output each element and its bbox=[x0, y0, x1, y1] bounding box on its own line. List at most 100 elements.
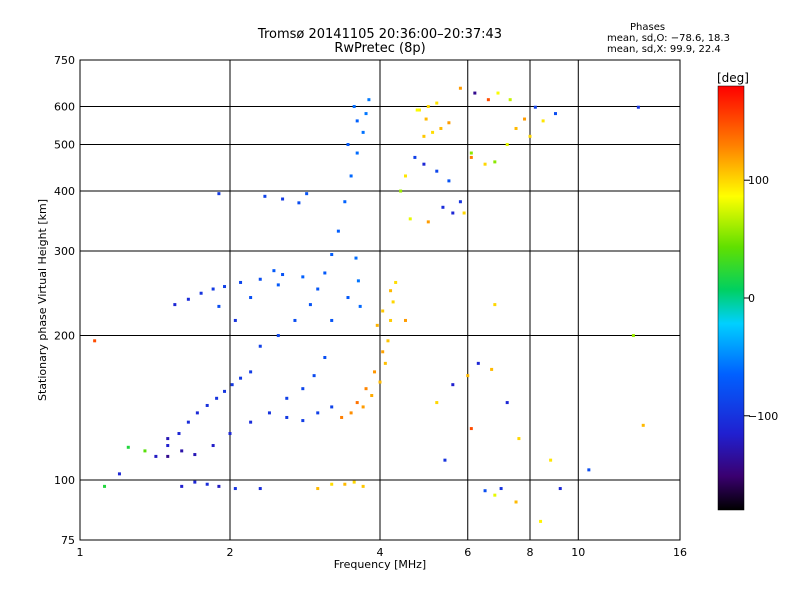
echo-point bbox=[403, 318, 407, 322]
echo-point bbox=[223, 389, 227, 393]
echo-point bbox=[528, 134, 532, 138]
echo-point bbox=[447, 121, 451, 125]
colorbar-unit-label: [deg] bbox=[717, 71, 749, 85]
echo-point bbox=[441, 205, 445, 209]
echo-point bbox=[343, 200, 347, 204]
x-axis-ticks: 1 2 4 6 8 10 16 bbox=[77, 546, 688, 559]
colorbar-tick-label: −100 bbox=[748, 410, 778, 423]
echo-point bbox=[558, 487, 562, 491]
echo-point bbox=[375, 323, 379, 327]
plot-frame bbox=[79, 59, 681, 541]
echo-point bbox=[426, 105, 430, 109]
echo-point bbox=[417, 108, 421, 112]
echo-point bbox=[435, 401, 439, 405]
echo-point bbox=[462, 211, 466, 215]
echo-point bbox=[205, 482, 209, 486]
echo-point bbox=[394, 280, 398, 284]
echo-point bbox=[186, 420, 190, 424]
colorbar-tick-label: 100 bbox=[748, 174, 769, 187]
echo-point bbox=[211, 444, 215, 448]
echo-point bbox=[483, 162, 487, 166]
echo-point bbox=[316, 487, 320, 491]
echo-point bbox=[361, 405, 365, 409]
echo-point bbox=[340, 415, 344, 419]
echo-point bbox=[166, 444, 170, 448]
echo-point bbox=[439, 126, 443, 130]
colorbar bbox=[717, 85, 745, 511]
echo-point bbox=[422, 162, 426, 166]
echo-point bbox=[143, 449, 147, 453]
echo-point bbox=[323, 355, 327, 359]
echo-point bbox=[514, 126, 518, 130]
echo-point bbox=[239, 280, 243, 284]
x-tick-label: 1 bbox=[77, 546, 84, 559]
x-tick-label: 2 bbox=[227, 546, 234, 559]
echo-point bbox=[281, 197, 285, 201]
echo-point bbox=[297, 201, 301, 205]
echo-point bbox=[173, 303, 177, 307]
echo-point bbox=[249, 370, 253, 374]
echo-point bbox=[447, 179, 451, 183]
echo-point bbox=[223, 285, 227, 289]
echo-point bbox=[263, 194, 267, 198]
echo-point bbox=[285, 415, 289, 419]
colorbar-ticks: 100 0 −100 bbox=[744, 174, 778, 423]
echo-point bbox=[483, 489, 487, 493]
phase-stats-heading: Phases bbox=[630, 22, 666, 33]
x-tick-label: 6 bbox=[464, 546, 471, 559]
echo-point bbox=[103, 484, 107, 488]
echo-point bbox=[435, 101, 439, 105]
echo-point bbox=[517, 437, 521, 441]
grid-lines bbox=[80, 60, 680, 540]
echo-point bbox=[361, 130, 365, 134]
echo-point bbox=[186, 297, 190, 301]
echo-point bbox=[631, 334, 635, 338]
echo-point bbox=[403, 174, 407, 178]
echo-point bbox=[490, 367, 494, 371]
echo-point bbox=[258, 487, 262, 491]
echo-point bbox=[505, 143, 509, 147]
echo-point bbox=[413, 155, 417, 159]
y-tick-label: 200 bbox=[54, 330, 75, 343]
echo-point bbox=[458, 86, 462, 90]
echo-point bbox=[508, 98, 512, 102]
y-tick-label: 75 bbox=[61, 534, 75, 547]
echo-point bbox=[217, 192, 221, 196]
echo-point bbox=[215, 396, 219, 400]
echo-point bbox=[330, 482, 334, 486]
echo-point bbox=[381, 350, 385, 354]
echo-point bbox=[378, 380, 382, 384]
echo-point bbox=[539, 519, 543, 523]
echo-point bbox=[469, 427, 473, 431]
echo-point bbox=[587, 468, 591, 472]
x-tick-label: 10 bbox=[571, 546, 585, 559]
echo-point bbox=[267, 411, 271, 415]
echo-point bbox=[505, 401, 509, 405]
echo-point bbox=[193, 480, 197, 484]
y-tick-label: 400 bbox=[54, 185, 75, 198]
echo-point bbox=[330, 253, 334, 257]
chart-title: Tromsø 20141105 20:36:00–20:37:43 bbox=[257, 27, 503, 42]
echo-point bbox=[230, 383, 234, 387]
echo-point bbox=[301, 387, 305, 391]
echo-point bbox=[356, 279, 360, 283]
echo-point bbox=[117, 472, 121, 476]
echo-point bbox=[389, 318, 393, 322]
echo-point bbox=[323, 271, 327, 275]
echo-point bbox=[373, 370, 377, 374]
phase-stats-o-mode: mean, sd,O: −78.6, 18.3 bbox=[607, 33, 730, 44]
echo-point bbox=[426, 220, 430, 224]
echo-point bbox=[217, 484, 221, 488]
echo-point bbox=[293, 318, 297, 322]
echo-point bbox=[469, 155, 473, 159]
echo-point bbox=[458, 200, 462, 204]
echo-point bbox=[346, 143, 350, 147]
echo-point bbox=[358, 304, 362, 308]
echo-point bbox=[301, 275, 305, 279]
echo-point bbox=[233, 318, 237, 322]
echo-point bbox=[431, 130, 435, 134]
echo-point bbox=[205, 403, 209, 407]
echo-point bbox=[364, 387, 368, 391]
echo-point bbox=[177, 432, 181, 436]
echo-point bbox=[276, 334, 280, 338]
